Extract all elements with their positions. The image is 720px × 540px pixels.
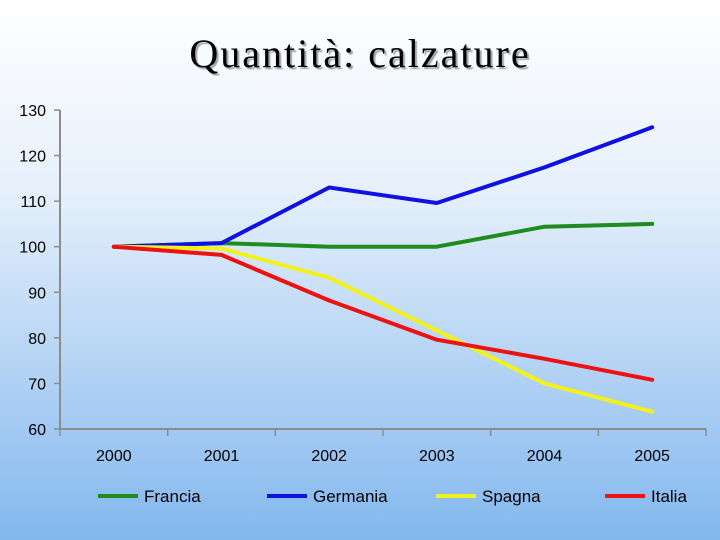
chart-axes: 60 70 80 90 100 110 120 130 2000 2001 2002 2003 2004…: [19, 103, 707, 465]
y-tick-label: 60: [28, 422, 46, 439]
series-line-spagna: [111, 244, 655, 414]
x-tick-label: 2002: [311, 448, 347, 465]
legend-label-italia: Italia: [651, 487, 687, 506]
legend-label-spagna: Spagna: [482, 487, 541, 506]
chart-legend: Francia Germania Spagna Italia: [98, 487, 687, 506]
x-tick-label: 2003: [419, 448, 455, 465]
series-line-italia: [111, 244, 655, 382]
chart-series: [111, 125, 655, 414]
legend-label-germania: Germania: [313, 487, 388, 506]
x-tick-label: 2001: [204, 448, 240, 465]
y-tick-label: 130: [19, 103, 46, 120]
x-tick-label: 2000: [96, 448, 132, 465]
y-tick-label: 90: [28, 285, 46, 302]
slide-title: Quantità: calzature: [189, 31, 531, 76]
legend-label-francia: Francia: [144, 487, 201, 506]
y-tick-label: 80: [28, 331, 46, 348]
y-tick-label: 100: [19, 240, 46, 257]
x-tick-label: 2004: [527, 448, 563, 465]
y-tick-label: 70: [28, 376, 46, 393]
y-tick-label: 110: [20, 194, 46, 211]
x-tick-label: 2005: [634, 448, 670, 465]
y-tick-label: 120: [19, 149, 46, 166]
series-line-germania: [111, 125, 655, 249]
